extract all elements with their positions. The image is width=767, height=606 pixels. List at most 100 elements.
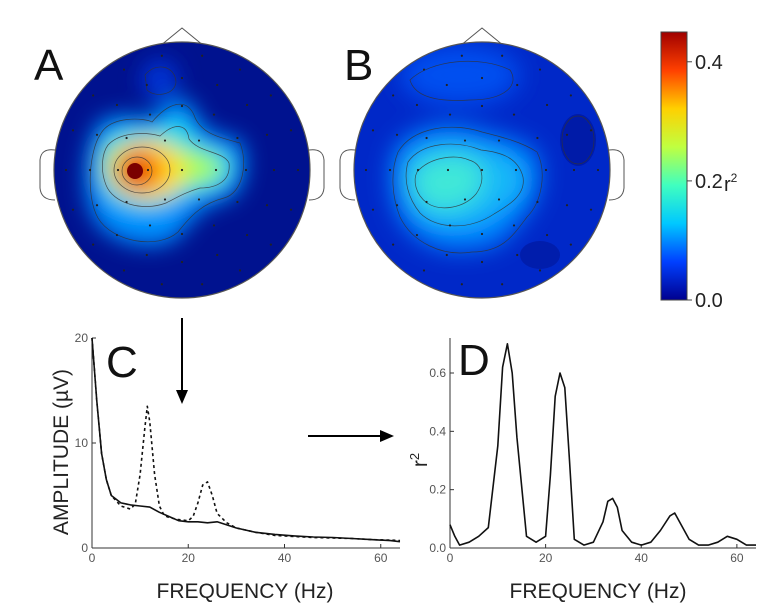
electrode-dot [197, 139, 201, 142]
electrode-dot [145, 83, 148, 87]
electrode-dot [589, 129, 593, 132]
electrode-dot [422, 269, 426, 272]
electrode-dot [463, 198, 467, 201]
electrode-dot [180, 76, 184, 80]
electrode-dot [516, 83, 519, 87]
chart-d-y-tick-label: 0.2 [429, 483, 446, 497]
electrode-dot [163, 139, 167, 142]
electrode-dot [425, 136, 428, 140]
electrode-dot [272, 168, 276, 172]
electrode-dot [572, 168, 576, 172]
electrode-dot [536, 200, 539, 204]
electrode-dot [448, 224, 452, 227]
electrode-dot [565, 133, 569, 136]
electrode-dot [289, 129, 293, 132]
electrode-dot [201, 54, 204, 57]
electrode-dot [197, 198, 201, 201]
electrode-dot [445, 253, 448, 257]
chart-c-y-tick-label: 10 [75, 436, 89, 450]
electrode-dot [95, 133, 99, 136]
electrode-dots-b [364, 54, 600, 286]
electrode-dot [501, 54, 504, 57]
chart-c-y-tick-label: 20 [75, 331, 89, 345]
electrode-dot [392, 94, 395, 97]
colorbar-tick-label: 0.4 [695, 52, 723, 74]
colorbar-bar [660, 31, 688, 301]
electrode-dot [236, 200, 239, 204]
electrode-dot [122, 68, 126, 71]
electrode-dot [371, 129, 375, 132]
electrode-dot [448, 113, 452, 116]
electrode-dot [422, 68, 426, 71]
electrode-dot [180, 104, 184, 108]
electrode-dot [122, 269, 126, 272]
chart-c-series-solid [91, 337, 401, 543]
amplitude-spectrum-chart: AMPLITUDE (µV) FREQUENCY (Hz) 0 20 40 60 0 10… [50, 331, 401, 603]
electrode-dot [216, 253, 219, 257]
chart-d-y-tick-label: 0.4 [429, 424, 446, 438]
electrode-dot [501, 283, 504, 286]
electrode-dot [201, 283, 204, 286]
chart-d-x-tick-label: 0 [447, 551, 454, 565]
electrode-dot [216, 83, 219, 87]
electrode-dot [180, 168, 184, 172]
electrode-dots-a [64, 54, 300, 286]
chart-c-axes: 0 20 40 60 0 10 20 [75, 331, 400, 565]
electrode-dot [245, 233, 249, 237]
chart-d-y-tick-label: 0.0 [429, 541, 446, 555]
r2-spectrum-chart: r2 FREQUENCY (Hz) 0 20 40 60 0.0 0.2 0.4 0.6 [407, 338, 756, 603]
electrode-dot [212, 113, 216, 116]
electrode-dot [545, 103, 549, 107]
electrode-dot [238, 68, 242, 71]
electrode-dot [480, 104, 484, 108]
chart-d-axes: 0 20 40 60 0.0 0.2 0.4 0.6 [429, 338, 756, 565]
electrode-dot [163, 198, 167, 201]
electrode-dot [596, 168, 600, 172]
electrode-dot [497, 139, 501, 142]
electrode-dot [416, 168, 420, 172]
electrode-dot [480, 232, 484, 236]
arrow-right-icon [308, 430, 394, 442]
electrode-dot [480, 168, 484, 172]
electrode-dot [296, 168, 300, 172]
electrode-dot [160, 54, 163, 57]
electrode-dot [145, 253, 148, 257]
ear-right-icon-a [308, 149, 325, 201]
electrode-dot [125, 200, 128, 204]
electrode-dot [395, 204, 399, 207]
chart-d-x-tick-label: 40 [635, 551, 649, 565]
colorbar-tick-label: 0.2 [695, 171, 723, 193]
electrode-dot [392, 243, 395, 246]
ear-right-icon-b [608, 149, 625, 201]
chart-c-ylabel: AMPLITUDE (µV) [50, 369, 73, 535]
electrode-dot [460, 54, 463, 57]
chart-d-x-tick-label: 20 [539, 551, 553, 565]
ear-left-icon-b [339, 149, 356, 201]
electrode-dot [146, 168, 150, 172]
chart-c-x-tick-label: 40 [278, 551, 292, 565]
colorbar-tick-label: 0.0 [695, 290, 723, 312]
arrow-down-icon [176, 318, 188, 404]
electrode-dot [480, 260, 484, 264]
electrode-dot [536, 136, 539, 140]
electrode-dot [269, 94, 272, 97]
electrode-dot [569, 94, 572, 97]
electrode-dot [115, 233, 119, 237]
electrode-dot [64, 168, 68, 172]
head-outline-b [353, 41, 611, 299]
electrode-dot [514, 168, 518, 172]
electrode-dot [71, 208, 75, 211]
electrode-dot [236, 136, 239, 140]
chart-c-xlabel: FREQUENCY (Hz) [157, 580, 334, 603]
electrode-dot [92, 94, 95, 97]
electrode-dot [115, 103, 119, 107]
electrode-dot [415, 103, 419, 107]
electrode-dot [545, 233, 549, 237]
electrode-dot [265, 133, 269, 136]
electrode-dot [238, 269, 242, 272]
electrode-dot [95, 204, 99, 207]
electrode-dot [463, 139, 467, 142]
electrode-dot [265, 204, 269, 207]
colorbar-label: r2 [724, 171, 738, 196]
